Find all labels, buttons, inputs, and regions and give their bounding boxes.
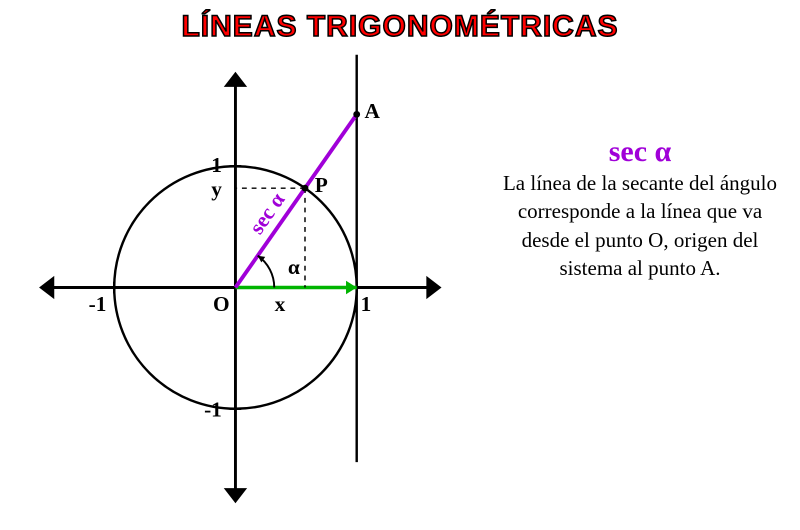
description-body: La línea de la secante del ángulo corres…: [500, 169, 780, 282]
point-A-dot: [353, 111, 360, 118]
label-proj-y: y: [211, 177, 222, 201]
secant-label: sec α: [244, 188, 289, 238]
axis-arrowhead: [41, 279, 52, 296]
page-title: LÍNEAS TRIGONOMÉTRICAS: [0, 10, 800, 44]
label-y-neg: -1: [204, 398, 222, 422]
radius-arrowhead: [346, 281, 357, 295]
label-A: A: [364, 99, 380, 123]
axis-arrowhead: [227, 490, 244, 501]
label-x-neg: -1: [89, 292, 107, 316]
description-panel: sec α La línea de la secante del ángulo …: [500, 135, 780, 282]
label-x-pos: 1: [361, 292, 372, 316]
label-y-pos: 1: [211, 153, 222, 177]
point-P-dot: [302, 185, 309, 192]
label-angle-alpha: α: [288, 255, 300, 279]
axis-arrowhead: [227, 74, 244, 85]
trig-diagram: 1 -1 1 -1 x y O P Aα sec α: [0, 45, 500, 530]
title-text: LÍNEAS TRIGONOMÉTRICAS: [181, 10, 618, 43]
sec-label-alpha: α: [655, 135, 672, 168]
label-O: O: [213, 292, 230, 316]
sec-label-text: sec: [609, 135, 655, 168]
angle-arc: [258, 256, 275, 288]
label-P: P: [315, 173, 328, 197]
axis-arrowhead: [428, 279, 439, 296]
description-heading: sec α: [500, 135, 780, 169]
label-proj-x: x: [275, 292, 286, 316]
